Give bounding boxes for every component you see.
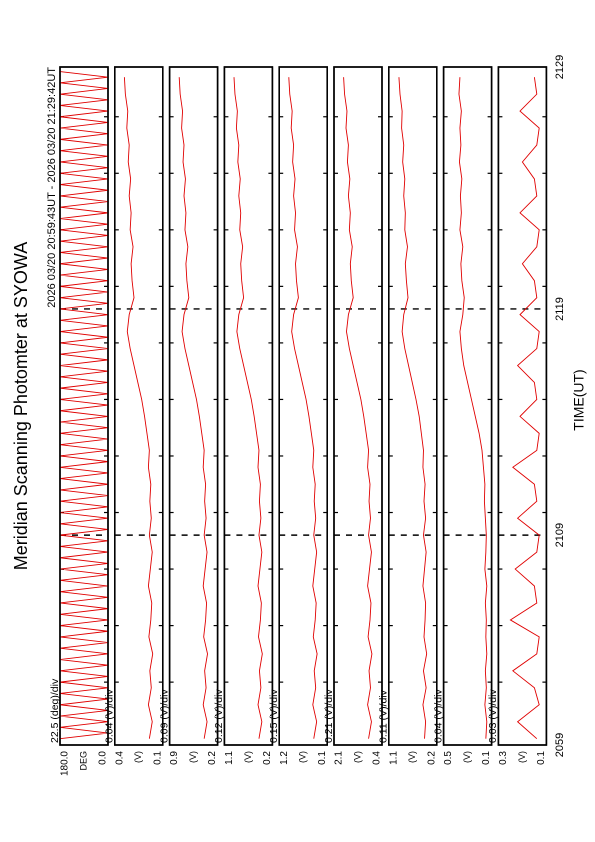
- trace: [233, 77, 263, 739]
- y-tick-label: 0.2: [262, 751, 273, 765]
- y-tick-label: 0.0: [98, 751, 109, 765]
- panel-frame: [114, 66, 164, 746]
- panel-border: [333, 66, 383, 746]
- y-tick-label: 0.1: [317, 751, 328, 765]
- y-unit-label: (V): [188, 751, 198, 763]
- y-tick-label: 0.2: [207, 751, 218, 765]
- scale-label: 22.5 (deg)/div: [49, 678, 61, 743]
- y-tick-label: 2.1: [334, 751, 345, 765]
- y-tick-label: 180.0: [60, 751, 71, 776]
- trace: [343, 77, 373, 739]
- panel-border: [278, 66, 328, 746]
- y-tick-label: 0.1: [152, 751, 163, 765]
- panel-frame: [388, 66, 438, 746]
- chart-title: Meridian Scanning Photomter at SYOWA: [11, 242, 31, 570]
- x-axis-label: TIME(UT): [571, 369, 587, 430]
- y-unit-label: (V): [352, 751, 362, 763]
- y-tick-label: 0.9: [169, 751, 180, 765]
- trace: [178, 77, 208, 739]
- panel-frame: [223, 66, 274, 746]
- trace: [458, 77, 488, 739]
- x-tick-label: 2119: [554, 297, 566, 321]
- x-tick-label: 2109: [554, 523, 566, 547]
- scale-label: 0.11 (V)/div: [378, 689, 390, 743]
- y-unit-label: (V): [133, 751, 143, 763]
- y-tick-label: 0.4: [372, 751, 383, 765]
- panel-border: [497, 66, 548, 746]
- x-tick-label: 2059: [554, 733, 566, 757]
- panel-border: [442, 66, 493, 746]
- y-tick-label: 0.1: [481, 751, 492, 765]
- scale-label: 0.04 (V)/div: [104, 689, 116, 743]
- trace: [123, 77, 154, 739]
- panel-border: [388, 66, 438, 746]
- panel-frame: [168, 66, 219, 746]
- x-tick-label: 2129: [554, 55, 566, 79]
- y-unit-label: (V): [298, 751, 308, 763]
- y-tick-label: 1.1: [388, 751, 399, 765]
- y-tick-label: 0.1: [536, 751, 547, 765]
- plot-area: Meridian Scanning Photomter at SYOWA 202…: [11, 55, 587, 776]
- panel-border: [59, 66, 109, 746]
- subtitle: 2026 03/20 20:59:43UT - 2026 03/20 21:29…: [46, 67, 58, 308]
- y-unit-label: (V): [243, 751, 253, 763]
- panel-border: [114, 66, 164, 746]
- panel-frame: [442, 66, 493, 746]
- panel-frame: [333, 66, 383, 746]
- y-tick-label: 0.2: [426, 751, 437, 765]
- y-tick-label: 0.4: [114, 751, 125, 765]
- scale-label: 0.04 (V)/div: [432, 689, 444, 743]
- panel-border: [223, 66, 274, 746]
- scale-label: 0.09 (V)/div: [158, 689, 170, 743]
- y-unit-label: (V): [462, 751, 472, 763]
- scale-label: 0.12 (V)/div: [213, 689, 225, 743]
- y-tick-label: 1.2: [279, 751, 290, 765]
- panel-frame: [278, 66, 328, 746]
- scale-label: 0.03 (V)/div: [487, 689, 499, 743]
- y-unit-label: (V): [407, 751, 417, 763]
- trace: [398, 77, 428, 739]
- y-tick-label: 0.3: [498, 751, 509, 765]
- trace: [288, 77, 318, 739]
- panel-border: [168, 66, 219, 746]
- y-unit-label: DEG: [78, 751, 88, 771]
- trace: [509, 77, 540, 740]
- y-tick-label: 1.1: [224, 751, 235, 765]
- scale-label: 0.21 (V)/div: [323, 689, 335, 743]
- y-tick-label: 0.5: [443, 751, 454, 765]
- scale-label: 0.15 (V)/div: [268, 689, 280, 743]
- panel-frame: [497, 66, 548, 746]
- y-unit-label: (V): [517, 751, 527, 763]
